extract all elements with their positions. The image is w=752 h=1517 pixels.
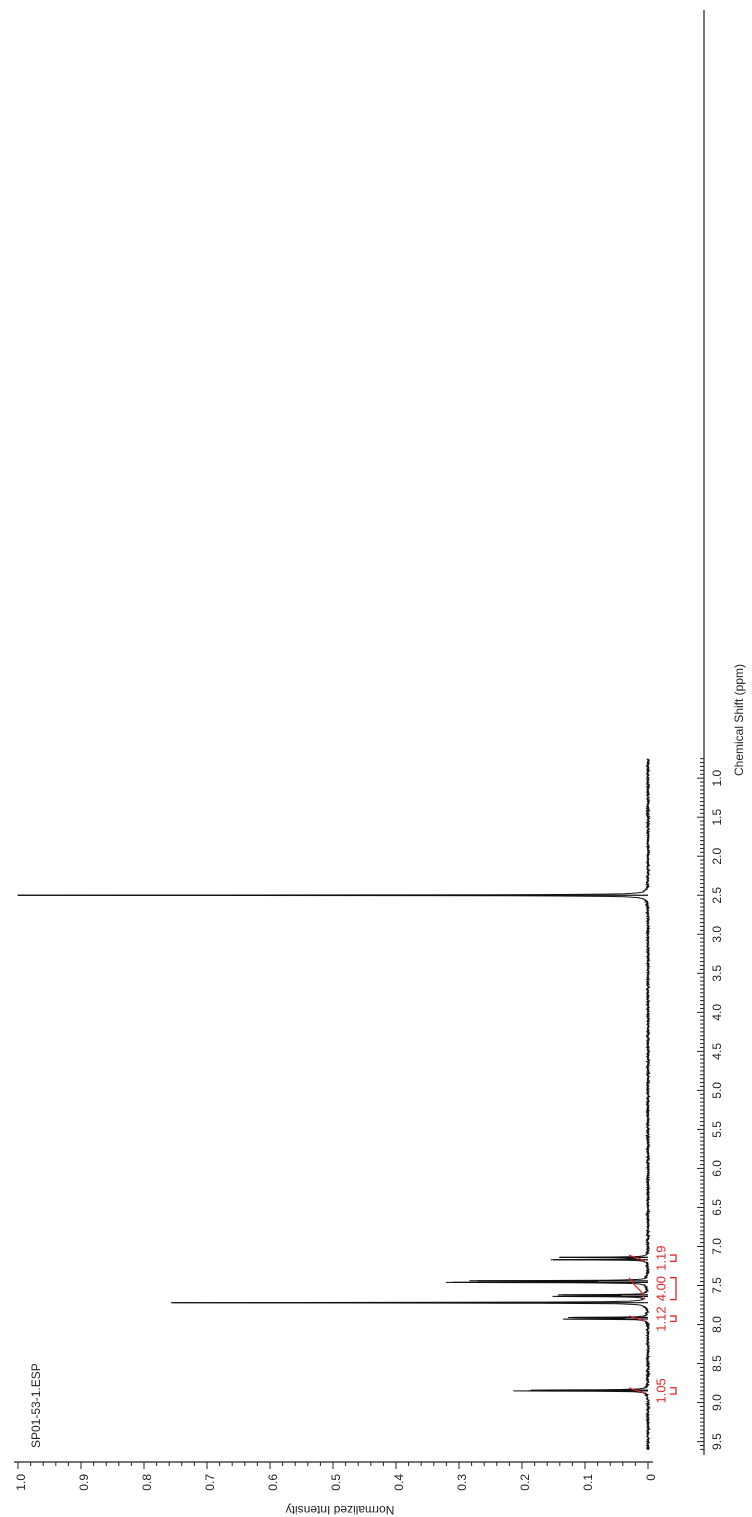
integral-bracket <box>670 1315 677 1323</box>
y-tick-label: 0 <box>644 1474 658 1481</box>
x-tick-label: 2.5 <box>710 887 724 904</box>
x-tick-label: 6.0 <box>710 1160 724 1177</box>
y-tick-label: 0.9 <box>77 1474 91 1491</box>
x-axis-title: Chemical Shift (ppm) <box>732 664 746 776</box>
integral-value: 1.19 <box>653 1246 668 1271</box>
x-tick-label: 9.0 <box>710 1394 724 1411</box>
y-tick-label: 0.4 <box>392 1474 406 1491</box>
y-tick-label: 0.3 <box>455 1474 469 1491</box>
y-tick-label: 0.7 <box>203 1474 217 1491</box>
y-tick-label: 0.1 <box>581 1474 595 1491</box>
intensity-axis: 0 0.1 0.2 0.3 0.4 0.5 0.6 0.7 0.8 0.9 1.0 <box>14 1461 658 1491</box>
y-tick-label: 0.5 <box>329 1474 343 1491</box>
x-tick-label: 5.5 <box>710 1121 724 1138</box>
file-name-label: SP01-53-1.ESP <box>29 1363 43 1448</box>
integral-value: 4.00 <box>653 1276 668 1301</box>
x-tick-label: 8.0 <box>710 1316 724 1333</box>
integral-regions: 1.05 1.12 4.00 1.19 <box>628 1246 677 1404</box>
integral-curve <box>628 1277 646 1300</box>
integral-bracket <box>670 1277 677 1301</box>
x-tick-label: 1.0 <box>710 770 724 787</box>
chemical-shift-axis: 9.5 9.0 8.5 8.0 7.5 7.0 6.5 6.0 5.5 5.0 4.5 4.0 3.5 3… <box>697 10 724 1455</box>
x-tick-label: 5.0 <box>710 1082 724 1099</box>
x-tick-label: 3.5 <box>710 965 724 982</box>
x-tick-label: 2.0 <box>710 848 724 865</box>
x-tick-label: 9.5 <box>710 1433 724 1450</box>
integral-curve <box>628 1254 646 1262</box>
integral-value: 1.05 <box>653 1378 668 1403</box>
integral-bracket <box>670 1387 677 1395</box>
y-tick-label: 1.0 <box>14 1474 28 1491</box>
x-tick-label: 4.5 <box>710 1043 724 1060</box>
x-tick-label: 7.0 <box>710 1238 724 1255</box>
y-axis-title: Normalized Intensity <box>286 1503 395 1517</box>
x-tick-label: 3.0 <box>710 926 724 943</box>
spectrum-line <box>17 758 651 1450</box>
integral-curve <box>628 1387 646 1395</box>
x-tick-label: 1.5 <box>710 809 724 826</box>
y-tick-label: 0.6 <box>266 1474 280 1491</box>
x-tick-label: 8.5 <box>710 1355 724 1372</box>
x-tick-label: 6.5 <box>710 1199 724 1216</box>
y-tick-label: 0.8 <box>140 1474 154 1491</box>
integral-bracket <box>670 1254 677 1262</box>
integral-curve <box>628 1315 646 1322</box>
spectrum-trace <box>17 758 651 1450</box>
integral-value: 1.12 <box>653 1306 668 1331</box>
x-tick-label: 7.5 <box>710 1277 724 1294</box>
x-tick-label: 4.0 <box>710 1004 724 1021</box>
y-tick-label: 0.2 <box>518 1474 532 1491</box>
